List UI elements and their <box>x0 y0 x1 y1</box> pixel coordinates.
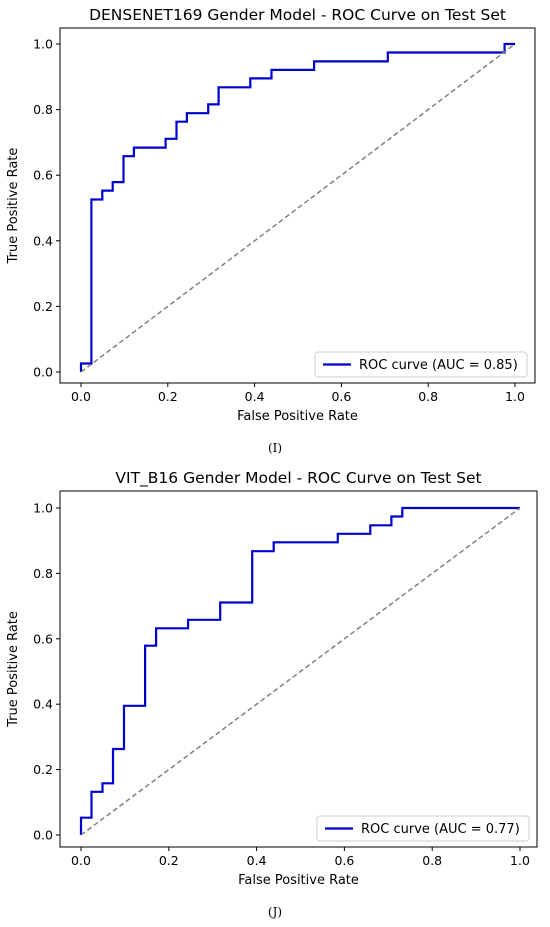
y-tick-label: 0.0 <box>33 828 53 843</box>
y-tick-label: 0.2 <box>33 762 53 777</box>
legend-box <box>314 351 528 378</box>
figure-caption-i: (I) <box>267 441 283 455</box>
x-tick-label: 1.0 <box>505 389 525 404</box>
x-tick-label: 0.4 <box>247 853 267 868</box>
y-tick-label: 0.6 <box>33 631 53 646</box>
y-tick-label: 0.8 <box>33 566 53 581</box>
x-tick-label: 0.2 <box>158 389 178 404</box>
y-tick-label: 0.8 <box>33 102 53 117</box>
legend-box <box>316 815 530 842</box>
roc-chart-vit: VIT_B16 Gender Model - ROC Curve on Test… <box>0 463 550 927</box>
axes-frame <box>59 490 538 848</box>
roc-chart-vit-svg: VIT_B16 Gender Model - ROC Curve on Test… <box>6 469 538 888</box>
chart-title: DENSENET169 Gender Model - ROC Curve on … <box>89 6 506 24</box>
roc-chart-densenet: DENSENET169 Gender Model - ROC Curve on … <box>0 0 550 463</box>
x-tick-label: 0.2 <box>159 853 179 868</box>
chart-title: VIT_B16 Gender Model - ROC Curve on Test… <box>115 469 481 488</box>
y-axis-label: True Positive Rate <box>6 611 21 728</box>
x-tick-label: 0.4 <box>245 389 265 404</box>
x-tick-label: 0.8 <box>422 853 442 868</box>
axes-frame <box>59 27 536 384</box>
roc-curve-line <box>79 42 515 372</box>
x-tick-label: 0.0 <box>71 389 91 404</box>
x-tick-label: 1.0 <box>510 853 530 868</box>
y-tick-label: 0.6 <box>33 168 53 183</box>
y-tick-label: 0.2 <box>33 299 53 314</box>
roc-chart-densenet-svg: DENSENET169 Gender Model - ROC Curve on … <box>6 6 536 424</box>
legend-label: ROC curve (AUC = 0.77) <box>361 822 520 837</box>
y-tick-label: 1.0 <box>33 501 53 516</box>
y-axis-label: True Positive Rate <box>6 148 21 265</box>
figure-caption-j: (J) <box>267 905 283 919</box>
legend-label: ROC curve (AUC = 0.85) <box>359 358 518 373</box>
chance-diagonal-line <box>80 507 521 836</box>
x-tick-label: 0.6 <box>331 389 351 404</box>
chance-diagonal-line <box>80 43 516 373</box>
x-axis-label: False Positive Rate <box>237 409 358 424</box>
y-tick-label: 1.0 <box>33 37 53 52</box>
chart-legend: ROC curve (AUC = 0.77) <box>316 815 530 842</box>
x-tick-label: 0.8 <box>418 389 438 404</box>
y-tick-label: 0.0 <box>33 365 53 380</box>
roc-curve-line <box>79 506 520 835</box>
x-axis-label: False Positive Rate <box>238 873 359 888</box>
x-tick-label: 0.0 <box>71 853 91 868</box>
x-tick-label: 0.6 <box>334 853 354 868</box>
y-tick-label: 0.4 <box>33 697 53 712</box>
y-tick-label: 0.4 <box>33 233 53 248</box>
chart-legend: ROC curve (AUC = 0.85) <box>314 351 528 378</box>
